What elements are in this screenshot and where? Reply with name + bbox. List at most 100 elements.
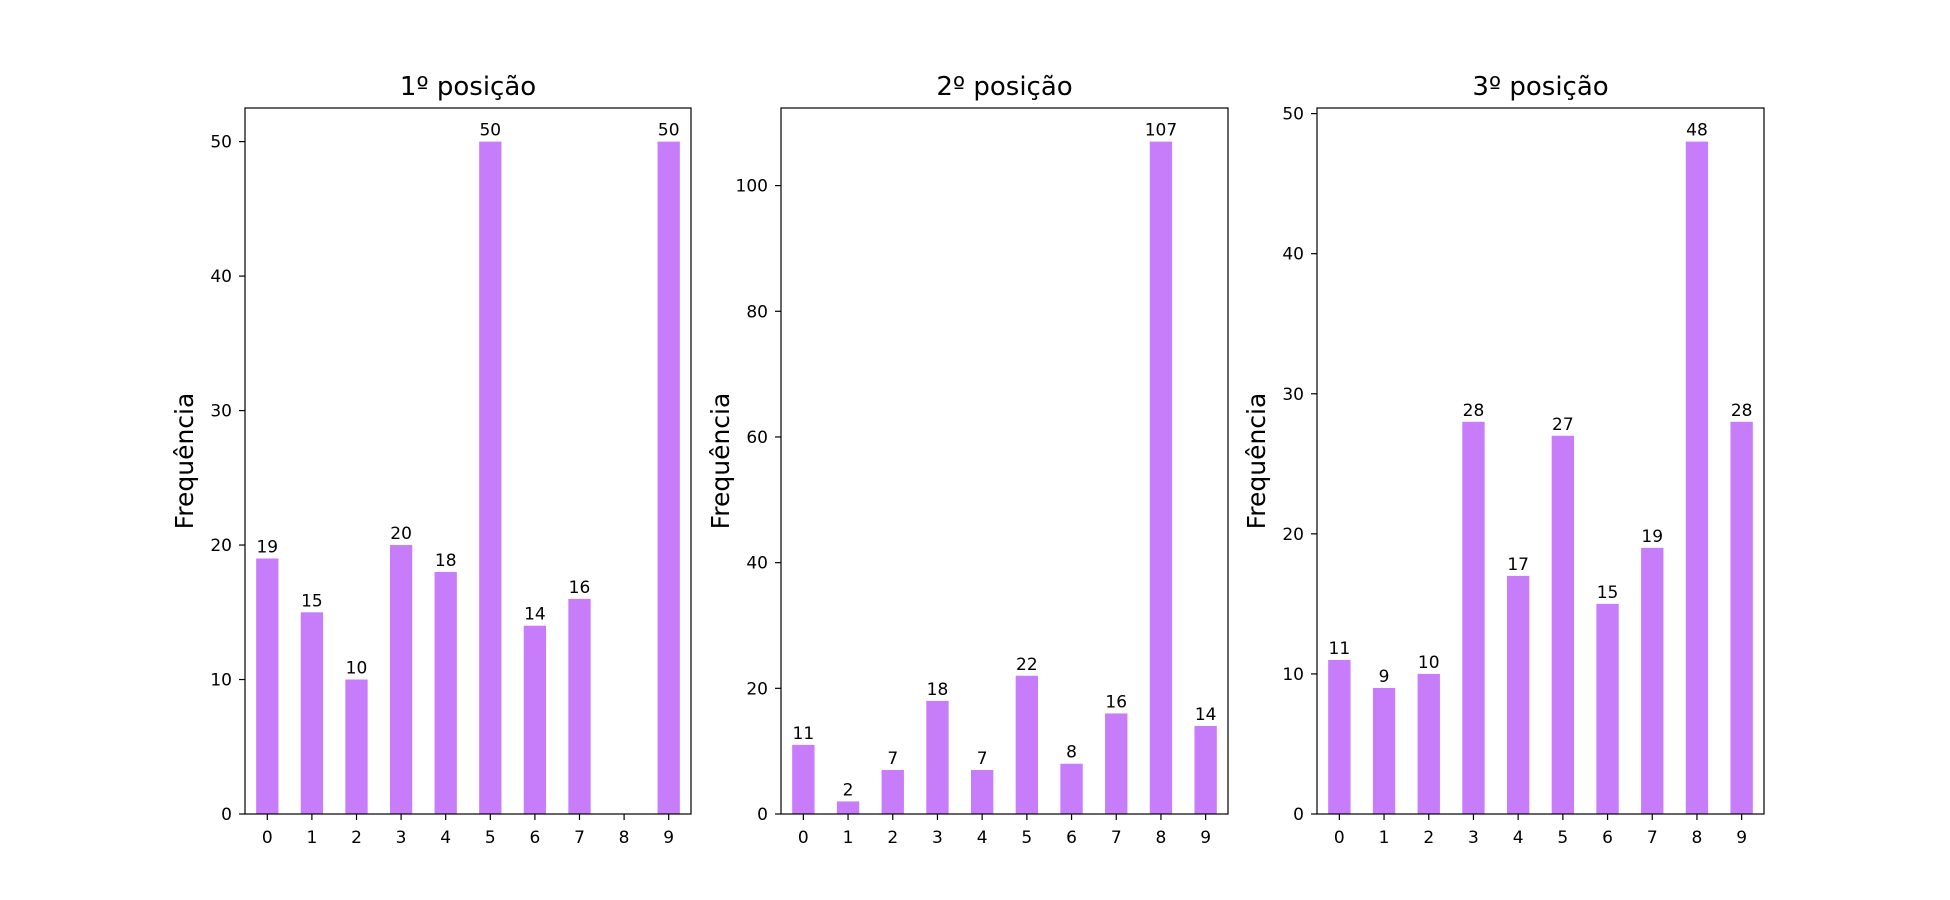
data-label-1-6: 14 [524,605,546,625]
data-label-3-0: 11 [1329,639,1351,659]
data-label-2-9: 14 [1195,705,1217,725]
data-label-1-7: 16 [569,578,591,598]
y-tick-label-2-80: 80 [746,302,768,322]
bar-1-6 [523,625,547,814]
data-label-3-7: 19 [1641,527,1663,547]
y-tick-label-3-0: 0 [1293,805,1304,825]
x-tick-label-3-9: 9 [1736,828,1747,848]
y-tick-label-1-0: 0 [221,805,232,825]
x-tick-label-1-5: 5 [485,828,496,848]
x-tick-label-3-2: 2 [1423,828,1434,848]
y-tick-label-3-30: 30 [1282,385,1304,405]
bar-2-5 [1015,675,1039,814]
y-tick-label-3-20: 20 [1282,525,1304,545]
bar-3-3 [1462,421,1485,814]
x-tick-label-2-6: 6 [1066,828,1077,848]
y-axis-label-3: Frequência [1242,393,1271,530]
data-label-3-4: 17 [1507,555,1529,575]
x-tick-label-3-5: 5 [1557,828,1568,848]
x-tick-label-3-4: 4 [1513,828,1524,848]
data-label-3-6: 15 [1597,583,1619,603]
y-tick-label-1-10: 10 [210,671,232,691]
x-tick-label-3-3: 3 [1468,828,1479,848]
y-tick-label-2-60: 60 [746,428,768,448]
bar-1-9 [657,141,680,815]
data-label-1-9: 50 [658,121,680,141]
x-tick-label-1-4: 4 [440,828,451,848]
chart-title-1: 1º posição [400,72,536,102]
data-label-2-5: 22 [1016,655,1038,675]
bar-3-0 [1328,659,1351,814]
bar-1-0 [256,558,279,814]
y-tick-label-2-40: 40 [746,554,768,574]
axes-frame-1 [244,107,692,815]
data-label-2-8: 107 [1145,121,1177,141]
y-axis-label-2: Frequência [706,393,735,530]
data-label-1-0: 19 [256,537,278,557]
data-label-2-7: 16 [1105,692,1127,712]
x-tick-label-2-8: 8 [1156,828,1167,848]
bar-1-2 [345,679,368,814]
bar-3-8 [1685,141,1709,815]
bar-3-9 [1730,421,1753,814]
x-tick-label-3-8: 8 [1692,828,1703,848]
bar-3-7 [1641,547,1664,814]
data-label-1-1: 15 [301,591,323,611]
y-tick-label-2-100: 100 [736,177,768,197]
x-tick-label-2-9: 9 [1200,828,1211,848]
x-tick-label-1-0: 0 [262,828,273,848]
x-tick-label-1-9: 9 [663,828,674,848]
data-label-3-2: 10 [1418,653,1440,673]
chart-panel-3: 11 9 10 28 17 27 15 19 48 28 0 1 2 3 4 5 6 7 8 9 0 10 20 30 40 50… [1242,72,1765,848]
data-label-1-5: 50 [479,121,501,141]
x-tick-label-3-6: 6 [1602,828,1613,848]
bar-3-5 [1551,435,1575,814]
data-label-3-5: 27 [1552,415,1574,435]
axes-frame-3 [1316,107,1765,815]
data-label-3-9: 28 [1731,401,1753,421]
bar-2-8 [1149,141,1173,815]
bar-2-4 [970,770,994,814]
y-tick-label-1-20: 20 [210,536,232,556]
data-label-2-3: 18 [927,680,949,700]
y-tick-label-2-0: 0 [757,805,768,825]
chart-title-3: 3º posição [1472,72,1608,102]
y-axis-label-1: Frequência [170,393,199,530]
x-tick-label-1-2: 2 [351,828,362,848]
bar-1-4 [434,571,457,814]
bar-1-3 [389,545,413,814]
bar-2-6 [1060,763,1083,814]
x-tick-label-1-3: 3 [396,828,407,848]
x-tick-label-2-5: 5 [1021,828,1032,848]
bar-1-1 [300,612,324,814]
x-tick-label-2-3: 3 [932,828,943,848]
bar-2-9 [1194,726,1217,814]
data-label-3-8: 48 [1686,121,1708,141]
x-tick-label-2-7: 7 [1111,828,1122,848]
y-tick-label-1-50: 50 [210,133,232,153]
y-tick-label-1-30: 30 [210,402,232,422]
x-tick-label-3-0: 0 [1334,828,1345,848]
x-tick-label-2-1: 1 [843,828,854,848]
x-tick-label-1-6: 6 [529,828,540,848]
x-tick-label-1-7: 7 [574,828,585,848]
data-label-2-1: 2 [843,780,854,800]
chart-panel-2: 11 2 7 18 7 22 8 16 107 14 0 1 2 3 4 5 6 7 8 9 0 20 40 60 80 100 2… [706,72,1229,848]
y-tick-label-1-40: 40 [210,267,232,287]
x-tick-label-1-8: 8 [619,828,630,848]
x-tick-label-3-1: 1 [1379,828,1390,848]
bar-3-2 [1417,673,1440,814]
chart-panel-1: 19 15 10 20 18 50 14 16 50 0 1 2 3 4 5 6 7 8 9 0 10 20 30 40 50 1… [170,72,692,848]
data-label-3-1: 9 [1379,667,1390,687]
data-label-2-4: 7 [977,749,988,769]
y-tick-label-3-10: 10 [1282,665,1304,685]
bar-3-1 [1372,687,1396,814]
axes-frame-2 [780,107,1229,815]
bar-3-4 [1506,575,1530,814]
y-tick-label-2-20: 20 [746,679,768,699]
bar-2-7 [1105,713,1128,814]
data-label-1-2: 10 [346,659,368,679]
x-tick-label-2-4: 4 [977,828,988,848]
